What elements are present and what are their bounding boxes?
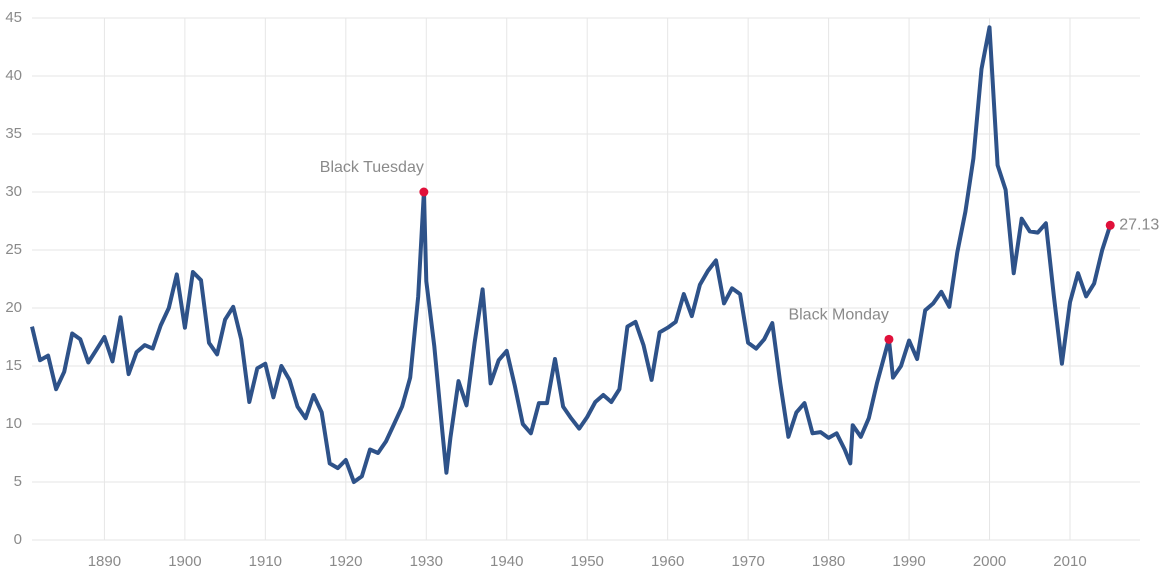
x-tick-label: 1910 [249,553,282,570]
y-tick-label: 40 [5,67,22,84]
y-tick-label: 30 [5,183,22,200]
x-tick-label: 1970 [731,553,764,570]
x-tick-label: 1990 [892,553,925,570]
annotation-marker [884,334,894,344]
last-marker [1105,220,1115,230]
x-tick-label: 1950 [571,553,604,570]
data-line [30,25,1113,484]
y-tick-label: 35 [5,125,22,142]
x-tick-label: 1960 [651,553,684,570]
last-value-label: 27.13 [1119,217,1159,234]
y-tick-label: 15 [5,357,22,374]
x-tick-label: 2010 [1053,553,1086,570]
annotation-label: Black Tuesday [320,159,424,176]
y-tick-label: 10 [5,415,22,432]
annotation-label: Black Monday [788,307,889,324]
y-tick-label: 25 [5,241,22,258]
x-tick-label: 1900 [168,553,201,570]
y-tick-label: 45 [5,9,22,26]
x-tick-label: 1930 [410,553,443,570]
y-tick-label: 0 [14,531,22,548]
x-tick-label: 1920 [329,553,362,570]
annotation-marker [419,187,429,197]
x-tick-label: 1980 [812,553,845,570]
x-tick-label: 1940 [490,553,523,570]
y-tick-label: 5 [14,473,22,490]
y-tick-label: 20 [5,299,22,316]
x-tick-label: 2000 [973,553,1006,570]
x-tick-label: 1890 [88,553,121,570]
